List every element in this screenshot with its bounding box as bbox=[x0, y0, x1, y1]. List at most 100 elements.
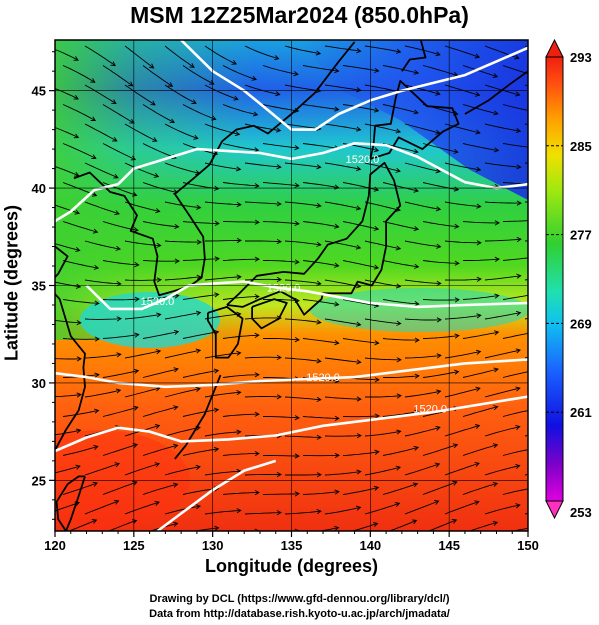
streamline bbox=[364, 240, 401, 250]
streamline-arrow bbox=[573, 73, 578, 77]
streamline-arrow bbox=[254, 183, 260, 189]
streamline bbox=[124, 123, 157, 142]
streamline bbox=[422, 335, 459, 339]
streamline-arrow bbox=[172, 521, 179, 527]
streamline bbox=[324, 357, 361, 363]
streamline bbox=[222, 374, 259, 378]
streamline-arrow bbox=[134, 332, 140, 338]
streamline-arrow bbox=[435, 425, 441, 431]
colorbar-tick-label: 261 bbox=[570, 405, 592, 420]
streamline-arrow bbox=[276, 201, 282, 207]
streamline-arrow bbox=[76, 320, 82, 326]
streamline bbox=[364, 123, 401, 133]
streamline bbox=[382, 260, 419, 268]
streamline bbox=[302, 221, 339, 228]
streamline-arrow bbox=[236, 508, 242, 514]
streamline-arrow bbox=[413, 225, 420, 232]
streamline-arrow bbox=[534, 292, 538, 296]
streamline-arrow bbox=[133, 368, 140, 374]
streamline-arrow bbox=[435, 90, 441, 96]
streamline-arrow bbox=[76, 392, 82, 398]
streamline-arrow bbox=[155, 208, 161, 214]
streamline-arrow bbox=[94, 372, 100, 378]
streamline-arrow bbox=[214, 292, 220, 298]
streamline-arrow bbox=[294, 145, 300, 151]
streamline-arrow bbox=[475, 129, 481, 135]
streamline bbox=[422, 299, 460, 301]
streamline bbox=[324, 162, 361, 170]
credit-data: Data from http://database.rish.kyoto-u.a… bbox=[149, 608, 450, 620]
streamline bbox=[302, 143, 339, 149]
streamline bbox=[484, 275, 521, 281]
streamline-arrow bbox=[214, 185, 220, 191]
streamline bbox=[84, 45, 116, 66]
streamline-arrow bbox=[475, 386, 481, 392]
streamline bbox=[107, 519, 137, 531]
streamline-arrow bbox=[516, 200, 522, 206]
streamline bbox=[484, 123, 521, 132]
streamline-arrow bbox=[74, 209, 80, 215]
streamline bbox=[444, 201, 481, 207]
streamline-arrow bbox=[476, 240, 482, 246]
contour-line bbox=[85, 280, 528, 311]
streamline bbox=[382, 182, 419, 192]
streamline bbox=[84, 84, 117, 104]
streamline-arrow bbox=[316, 319, 322, 325]
streamline bbox=[102, 334, 139, 339]
streamline bbox=[55, 429, 81, 436]
streamline-arrow bbox=[492, 73, 499, 79]
streamline bbox=[543, 530, 579, 533]
streamline bbox=[463, 258, 500, 261]
streamline bbox=[364, 45, 401, 53]
streamline-arrow bbox=[356, 48, 362, 54]
x-tick-label: 120 bbox=[44, 538, 66, 553]
streamline-arrow bbox=[474, 424, 481, 430]
streamline bbox=[511, 527, 528, 531]
streamline-arrow bbox=[294, 259, 300, 265]
streamline bbox=[182, 258, 220, 261]
streamline-arrow bbox=[515, 348, 522, 354]
streamline-arrow bbox=[214, 525, 220, 531]
streamline bbox=[468, 521, 498, 531]
streamline bbox=[102, 104, 135, 124]
streamline bbox=[244, 396, 282, 398]
streamline bbox=[84, 162, 119, 179]
contour-line bbox=[55, 142, 528, 223]
streamline-arrow bbox=[395, 48, 402, 54]
streamline bbox=[142, 331, 179, 339]
colorbar-tick-label: 277 bbox=[570, 228, 592, 243]
streamline-arrow bbox=[414, 263, 420, 269]
streamline bbox=[102, 143, 136, 161]
streamline-arrow bbox=[149, 63, 155, 69]
streamline bbox=[244, 512, 282, 515]
streamline-arrow bbox=[195, 310, 202, 316]
streamline-arrow bbox=[231, 60, 237, 65]
streamline-arrow bbox=[134, 262, 140, 268]
streamline bbox=[244, 162, 281, 168]
x-tick-label: 145 bbox=[438, 538, 460, 553]
streamline bbox=[262, 104, 299, 112]
streamline bbox=[142, 444, 178, 456]
streamline bbox=[382, 483, 418, 495]
y-tick-label: 45 bbox=[32, 84, 46, 99]
streamline bbox=[484, 45, 519, 59]
streamline-arrow bbox=[373, 147, 380, 153]
streamline-arrow bbox=[316, 358, 322, 364]
streamline bbox=[364, 318, 401, 325]
streamline-arrow bbox=[413, 109, 419, 115]
y-tick-label: 30 bbox=[32, 376, 46, 391]
streamline bbox=[364, 162, 401, 172]
streamline bbox=[364, 502, 400, 515]
streamline-arrow bbox=[132, 443, 139, 449]
streamline bbox=[350, 522, 378, 531]
streamline-arrow bbox=[534, 525, 538, 529]
streamline bbox=[404, 463, 440, 476]
streamline-arrow bbox=[575, 218, 579, 222]
streamline bbox=[62, 338, 100, 340]
streamline bbox=[302, 260, 339, 267]
streamline-arrow bbox=[75, 246, 81, 253]
streamline-arrow bbox=[133, 405, 139, 411]
streamline-arrow bbox=[494, 256, 500, 262]
credit-drawing: Drawing by DCL (https://www.gfd-dennou.o… bbox=[149, 593, 450, 605]
streamline bbox=[422, 371, 459, 378]
